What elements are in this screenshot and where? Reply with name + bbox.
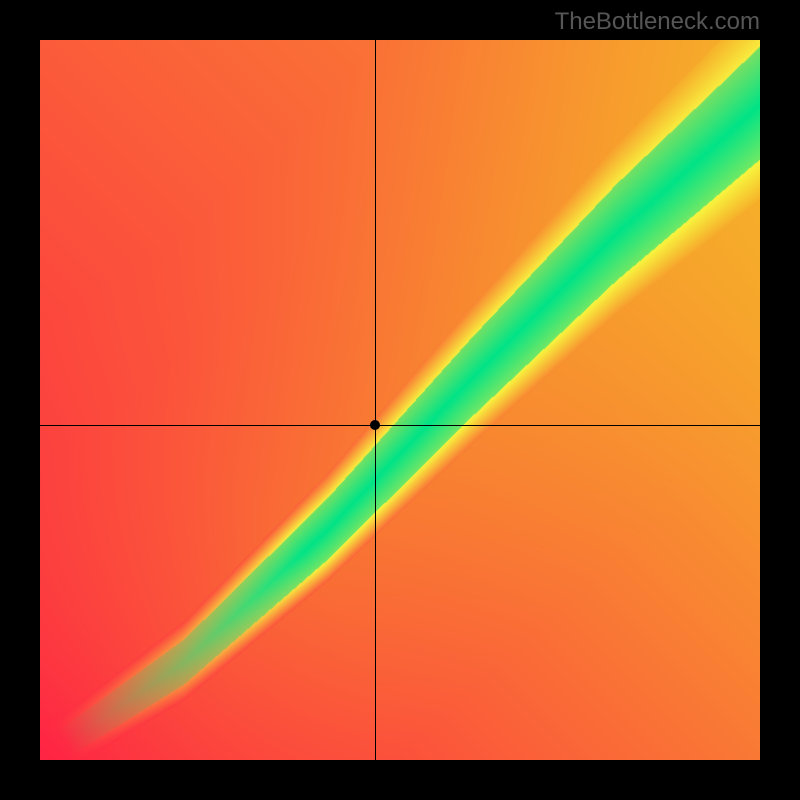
crosshair-marker xyxy=(370,420,380,430)
watermark-text: TheBottleneck.com xyxy=(555,8,760,36)
plot-area xyxy=(40,40,760,760)
heatmap-canvas xyxy=(40,40,760,760)
crosshair-vertical xyxy=(375,40,376,760)
chart-container: TheBottleneck.com xyxy=(0,0,800,800)
crosshair-horizontal xyxy=(40,425,760,426)
